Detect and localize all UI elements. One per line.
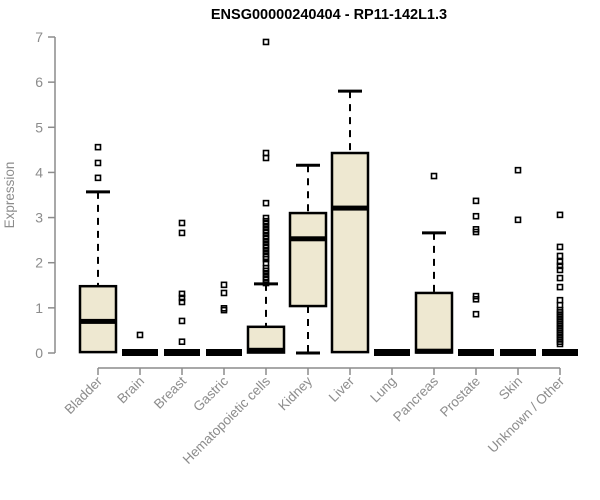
outlier-breast [178,219,186,227]
outlier-unknown-other [556,266,564,274]
outlier-breast [178,338,186,346]
outlier-pancreas [430,172,438,180]
outlier-unknown-other [556,211,564,219]
outlier-hematopoietic-cells [262,38,270,46]
outlier-skin [514,216,522,224]
outlier-bladder [94,174,102,182]
x-tick-label-liver: Liver [326,373,358,405]
box-breast [164,349,200,356]
y-tick-label: 7 [35,29,43,45]
outlier-hematopoietic-cells [262,154,270,162]
box-gastric [206,349,242,356]
outlier-brain [136,331,144,339]
outlier-prostate [472,228,480,236]
outlier-unknown-other [556,258,564,266]
outlier-prostate [472,295,480,303]
x-tick-label-unknown-other: Unknown / Other [485,373,568,456]
outlier-bladder [94,143,102,151]
outlier-prostate [472,212,480,220]
outlier-hematopoietic-cells [262,199,270,207]
y-tick-label: 4 [35,164,43,180]
outlier-unknown-other [556,283,564,291]
outlier-gastric [220,281,228,289]
box-unknown-other [542,349,578,356]
median-liver [332,205,368,211]
outlier-gastric [220,289,228,297]
outlier-breast [178,294,186,302]
outlier-unknown-other [556,252,564,260]
x-tick-label-bladder: Bladder [62,373,106,417]
box-prostate [458,349,494,356]
outlier-unknown-other [556,340,564,348]
box-liver [330,151,370,354]
box-pancreas [414,291,454,354]
outlier-breast [178,290,186,298]
x-tick-label-brain: Brain [114,374,147,407]
x-tick-label-gastric: Gastric [190,373,231,414]
y-axis-title: Expression [2,162,17,229]
median-pancreas [416,348,452,354]
box-brain [122,349,158,356]
outlier-gastric [220,306,228,314]
outlier-hematopoietic-cells [262,255,270,263]
outlier-prostate [472,310,480,318]
median-bladder [80,318,116,324]
y-tick-label: 2 [35,255,43,271]
x-tick-label-breast: Breast [151,373,189,411]
y-tick-label: 0 [35,345,43,361]
y-tick-label: 3 [35,210,43,226]
outlier-hematopoietic-cells [262,279,270,287]
x-tick-label-skin: Skin [496,374,525,403]
outlier-bladder [94,159,102,167]
outlier-prostate [472,197,480,205]
box-lung [374,349,410,356]
median-kidney [290,236,326,242]
y-tick-label: 5 [35,119,43,135]
chart-title: ENSG00000240404 - RP11-142L1.3 [211,7,447,23]
outlier-unknown-other [556,262,564,270]
x-tick-label-pancreas: Pancreas [390,373,441,424]
outlier-breast [178,229,186,237]
outlier-skin [514,166,522,174]
y-tick-label: 6 [35,74,43,90]
x-tick-label-lung: Lung [367,374,399,406]
outlier-breast [178,298,186,306]
y-tick-label: 1 [35,300,43,316]
outlier-breast [178,317,186,325]
x-tick-label-kidney: Kidney [275,373,315,413]
box-kidney [288,211,328,308]
box-skin [500,349,536,356]
x-tick-label-prostate: Prostate [437,374,483,420]
median-hematopoietic-cells [248,347,284,353]
outlier-unknown-other [556,243,564,251]
outlier-unknown-other [556,274,564,282]
